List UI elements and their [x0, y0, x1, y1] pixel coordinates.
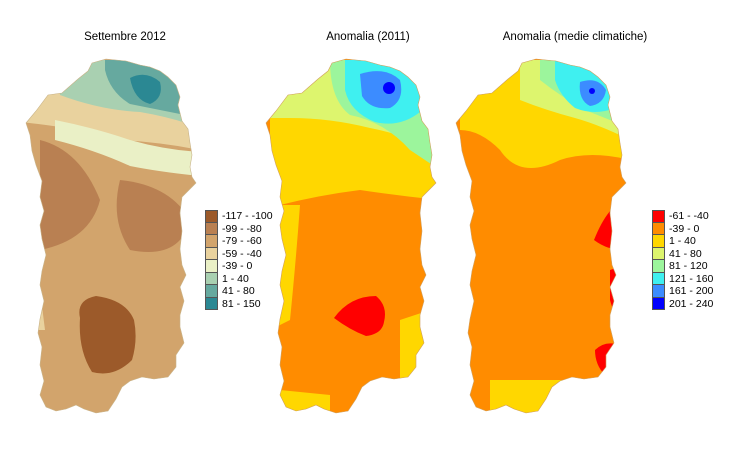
legend-item: 201 - 240	[652, 297, 714, 310]
legend-item: -61 - -40	[652, 210, 713, 223]
legend-swatch	[652, 235, 665, 248]
legend-label: 161 - 200	[669, 285, 714, 298]
legend-item: -79 - -60	[205, 235, 273, 248]
legend-label: -39 - 0	[669, 222, 700, 235]
legend-item: 121 - 160	[652, 272, 714, 285]
legend-item: -59 - -40	[205, 247, 273, 260]
map-anomalia-medie-climatiche	[455, 58, 627, 414]
legend-item: -117 - -100	[205, 210, 273, 223]
legend-label: 121 - 160	[669, 272, 714, 285]
legend-label: 41 - 80	[669, 247, 702, 260]
legend-swatch	[205, 260, 218, 273]
legend-swatch	[205, 235, 218, 248]
legend-swatch	[652, 272, 665, 285]
legend-label: 1 - 40	[222, 272, 249, 285]
legend-label: -117 - -100	[222, 210, 273, 223]
legend-item: 41 - 80	[652, 247, 713, 260]
legend-label: 201 - 240	[669, 297, 714, 310]
legend-label: 41 - 80	[222, 285, 255, 298]
legend-swatch	[652, 285, 665, 298]
legend-label: -61 - -40	[669, 210, 709, 223]
legend-settembre-2012: -117 - -100 -99 - -80 -79 - -60 -59 - -40 -3…	[205, 210, 273, 310]
map-settembre-2012	[25, 58, 197, 414]
legend-swatch	[652, 297, 665, 310]
legend-swatch	[652, 222, 665, 235]
legend-item: 1 - 40	[205, 272, 273, 285]
map-anomalia-2011	[265, 58, 437, 414]
map-title-anomalia-2011: Anomalia (2011)	[326, 31, 410, 43]
legend-item: 81 - 150	[205, 297, 273, 310]
legend-swatch	[205, 210, 218, 223]
legend-label: -79 - -60	[222, 235, 262, 248]
legend-label: -99 - -80	[222, 222, 262, 235]
legend-item: 81 - 120	[652, 260, 713, 273]
legend-item: 1 - 40	[652, 235, 713, 248]
legend-swatch	[205, 222, 218, 235]
legend-label: 81 - 120	[669, 260, 708, 273]
legend-label: -39 - 0	[222, 260, 253, 273]
legend-swatch	[652, 210, 665, 223]
legend-label: 81 - 150	[222, 297, 261, 310]
legend-item: 161 - 200	[652, 285, 713, 298]
legend-item: -39 - 0	[205, 260, 273, 273]
legend-label: 1 - 40	[669, 235, 696, 248]
legend-label: -59 - -40	[222, 247, 262, 260]
legend-item: -99 - -80	[205, 222, 273, 235]
legend-item: -39 - 0	[652, 222, 713, 235]
map-title-settembre-2012: Settembre 2012	[84, 31, 166, 43]
legend-swatch	[205, 247, 218, 260]
legend-swatch	[205, 272, 218, 285]
legend-swatch	[652, 247, 665, 260]
legend-swatch	[652, 260, 665, 273]
legend-item: 41 - 80	[205, 285, 273, 298]
map-title-anomalia-medie-climatiche: Anomalia (medie climatiche)	[502, 31, 648, 43]
legend-swatch	[205, 285, 218, 298]
legend-swatch	[205, 297, 218, 310]
